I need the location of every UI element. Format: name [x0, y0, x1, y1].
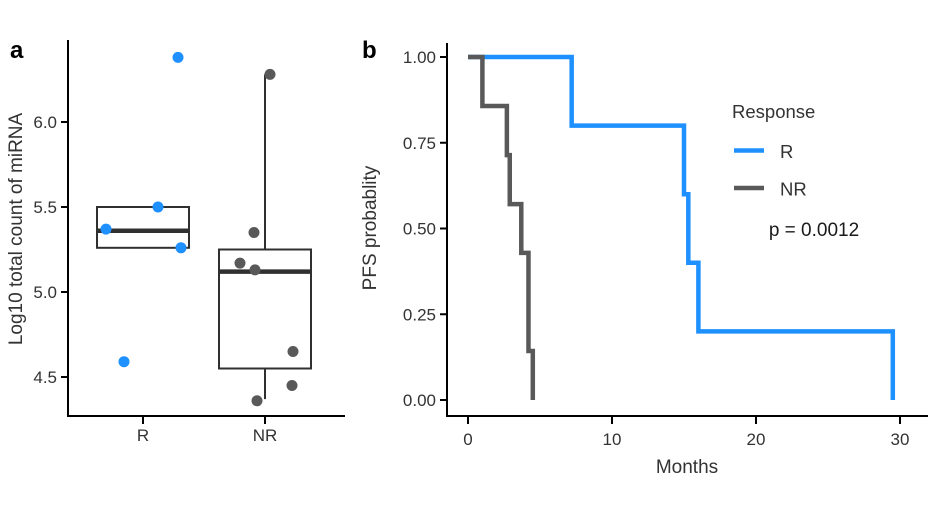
- x-tick-label: NR: [253, 426, 278, 445]
- x-tick-label: R: [137, 426, 149, 445]
- data-point-NR: [248, 227, 260, 238]
- boxplot-panel: a Log10 total count of miRNA 4.5 5.0 5.5 6.…: [6, 37, 345, 445]
- km-plot-area: 1.00 0.75 0.50 0.25 0.00 0 10 20 30: [403, 43, 928, 449]
- y-tick-label: 0.00: [403, 391, 436, 410]
- data-point-NR: [264, 68, 276, 80]
- data-point-R: [172, 51, 184, 63]
- data-point-R: [152, 201, 164, 213]
- data-point-R: [118, 356, 130, 368]
- data-point-R: [100, 223, 112, 235]
- data-point-NR: [234, 257, 246, 269]
- pvalue-annotation: p = 0.0012: [769, 220, 859, 241]
- data-point-NR: [286, 380, 298, 391]
- box-NR: [218, 248, 312, 370]
- km-panel: b PFS probablity Months 1.00 0.75 0.50 0.25…: [360, 37, 928, 478]
- legend-label-responder: R: [780, 141, 793, 162]
- y-tick-label: 6.0: [33, 113, 57, 132]
- data-point-NR: [251, 395, 263, 407]
- panel-b-letter: b: [362, 37, 377, 64]
- km-curve-R: [468, 54, 896, 400]
- km-x-axis-title: Months: [656, 457, 718, 478]
- km-y-axis-title: PFS probablity: [360, 165, 381, 290]
- y-tick-label: 5.0: [33, 283, 57, 302]
- y-tick-label: 4.5: [33, 368, 57, 387]
- y-tick-label: 5.5: [33, 198, 57, 217]
- panel-a-letter: a: [10, 37, 24, 64]
- y-tick-label: 1.00: [403, 48, 436, 67]
- box-R: [96, 206, 190, 249]
- x-tick-label: 10: [603, 430, 622, 449]
- y-tick-label: 0.50: [403, 220, 436, 239]
- x-tick-label: 0: [463, 430, 472, 449]
- boxplot-plot-area: 4.5 5.0 5.5 6.0 R NR: [33, 40, 345, 445]
- data-point-NR: [287, 346, 299, 357]
- data-point-R: [175, 242, 187, 254]
- data-point-NR: [249, 264, 261, 276]
- y-tick-label: 0.75: [403, 134, 436, 153]
- x-tick-label: 20: [747, 430, 766, 449]
- legend-title: Response: [732, 101, 815, 122]
- x-tick-label: 30: [891, 430, 910, 449]
- km-legend: Response R NR p = 0.0012: [732, 101, 859, 241]
- km-curve-NR: [468, 54, 536, 400]
- boxplot-y-axis-title: Log10 total count of miRNA: [6, 113, 27, 346]
- legend-label-nonresponder: NR: [780, 179, 807, 200]
- y-tick-label: 0.25: [403, 305, 436, 324]
